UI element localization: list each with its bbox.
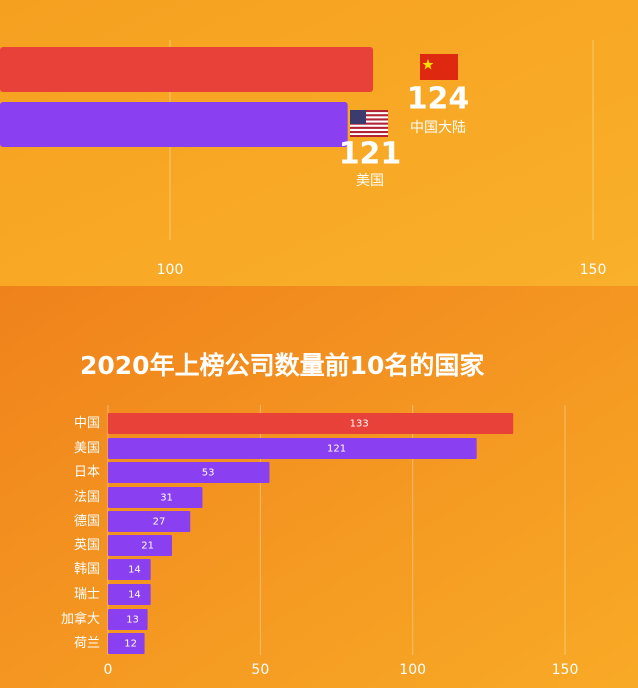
value-label: 14: [128, 565, 141, 576]
category-label: 瑞士: [74, 587, 100, 602]
bottom-panel: [0, 286, 638, 688]
category-label: 加拿大: [61, 611, 100, 627]
x-tick-label: 100: [399, 662, 426, 678]
bar: [108, 511, 191, 532]
value-label: 53: [202, 468, 215, 479]
bar: [108, 487, 203, 508]
bar: [108, 559, 151, 580]
value-label: 21: [141, 541, 154, 552]
value-label: 13: [126, 615, 139, 626]
category-label: 德国: [74, 514, 100, 529]
category-label: 中国大陆: [410, 120, 466, 136]
category-label: 美国: [74, 441, 100, 456]
value-label: 12: [124, 639, 137, 650]
category-label: 韩国: [74, 562, 100, 577]
bar: [0, 102, 348, 147]
value-label: 14: [128, 590, 141, 601]
value-label: 124: [407, 82, 470, 117]
flag-china: [420, 54, 458, 80]
category-label: 中国: [74, 416, 100, 431]
value-label: 27: [153, 517, 166, 528]
x-tick-label: 150: [580, 262, 607, 278]
value-label: 121: [339, 137, 402, 172]
chart-title: 2020年上榜公司数量前10名的国家: [80, 351, 484, 380]
value-label: 121: [327, 444, 346, 455]
category-label: 英国: [74, 538, 100, 553]
x-tick-label: 0: [104, 662, 113, 678]
bar: [108, 535, 172, 556]
x-tick-label: 100: [157, 262, 184, 278]
x-tick-label: 50: [251, 662, 269, 678]
bar: [0, 47, 374, 92]
bar: [108, 609, 148, 630]
category-label: 美国: [356, 173, 384, 189]
bar: [108, 584, 151, 605]
bar: [108, 462, 270, 483]
bar: [108, 438, 477, 459]
value-label: 133: [350, 419, 369, 430]
bar: [108, 633, 145, 654]
flag-usa: [350, 110, 388, 137]
value-label: 31: [160, 493, 173, 504]
bar: [108, 413, 514, 434]
category-label: 日本: [74, 465, 100, 480]
category-label: 荷兰: [74, 636, 100, 651]
category-label: 法国: [74, 490, 100, 505]
x-tick-label: 150: [552, 662, 579, 678]
